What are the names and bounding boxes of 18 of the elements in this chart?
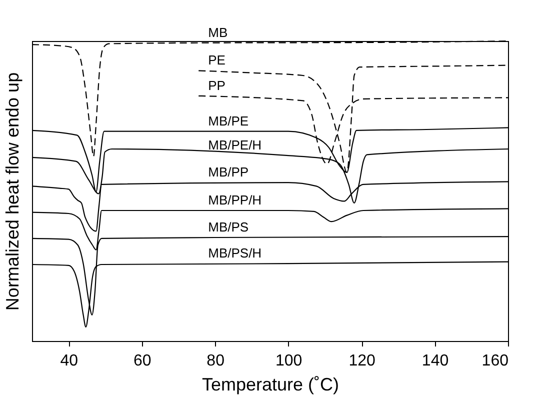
- x-tick-label: 40: [60, 352, 78, 370]
- series-label: MB/PS: [208, 220, 249, 234]
- x-tick-label: 140: [422, 352, 449, 370]
- x-tick-label: 80: [206, 352, 225, 370]
- x-tick-label: 160: [482, 352, 509, 370]
- x-axis-title: Temperature (˚C): [202, 374, 340, 394]
- series-label: MB/PP/H: [208, 192, 262, 208]
- series-label: MB/PS/H: [208, 246, 262, 261]
- y-axis-title: Normalized heat flow endo up: [2, 72, 22, 311]
- series-label: MB/PP: [208, 164, 249, 180]
- x-tick-label: 60: [133, 352, 152, 370]
- x-tick-label: 120: [348, 352, 376, 370]
- x-tick-label: 100: [275, 352, 302, 370]
- series-label: PP: [208, 78, 226, 93]
- series-label: MB/PE/H: [208, 138, 262, 153]
- series-label: PE: [208, 52, 226, 68]
- series-label: MB/PE: [208, 113, 249, 128]
- series-label: MB: [208, 24, 228, 40]
